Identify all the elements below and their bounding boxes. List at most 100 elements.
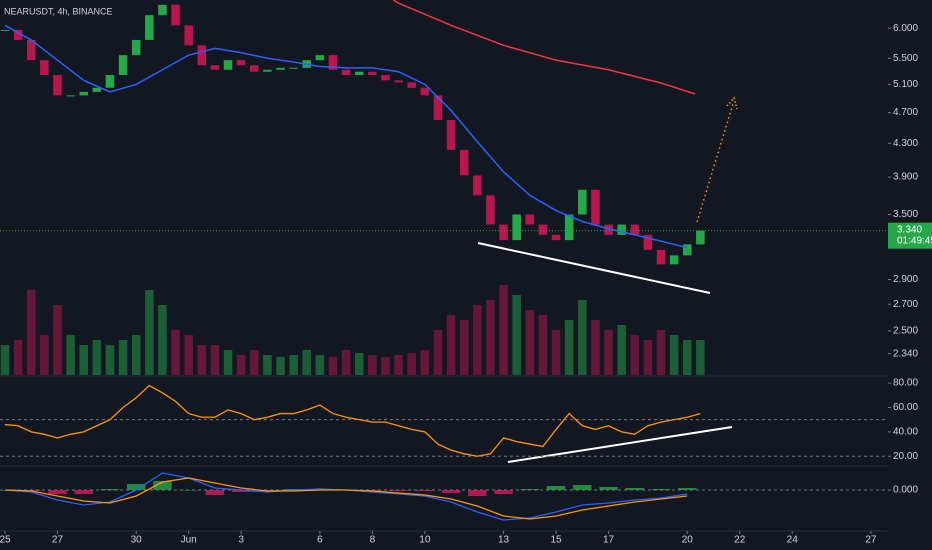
volume-bar [276, 357, 285, 375]
candle [263, 69, 272, 72]
volume-bar [499, 285, 508, 375]
moving-average [4, 24, 688, 249]
volume-bar [26, 290, 36, 375]
candle [617, 224, 626, 235]
candle [66, 95, 75, 97]
y-tick-label: 2.340 [893, 348, 918, 359]
rsi-line [4, 384, 701, 457]
volume-bar [118, 340, 128, 375]
candle [92, 87, 102, 92]
candle [473, 175, 482, 196]
volume-bar [538, 315, 548, 375]
arrow-head [726, 96, 738, 110]
volume-bar [512, 295, 521, 375]
histogram-bar [599, 487, 618, 490]
volume-bar [407, 353, 416, 375]
volume-bar [617, 325, 626, 375]
volume-bar [459, 320, 469, 375]
candle [158, 4, 167, 16]
candle [236, 60, 246, 66]
volume-bar [92, 340, 102, 375]
volume-bar [643, 340, 653, 375]
volume-bar [236, 355, 246, 375]
y-tick-label: 4.300 [893, 138, 918, 149]
volume-bar [158, 305, 167, 375]
moving-average [392, 0, 696, 95]
volume-bar [40, 335, 49, 375]
volume-bar [13, 340, 23, 375]
chart-title: NEARUSDT, 4h, BINANCE [4, 6, 113, 16]
y-tick-label: 3.900 [893, 172, 918, 183]
candle [656, 249, 666, 265]
histogram-bar [231, 490, 251, 492]
volume-bar [473, 305, 482, 375]
histogram-bar [415, 490, 435, 491]
histogram-bar [441, 490, 461, 493]
volume-bar [656, 330, 666, 375]
volume-bar [604, 330, 613, 375]
candle [381, 75, 390, 81]
volume-bar [145, 290, 154, 375]
histogram-bar [389, 490, 408, 491]
volume-bar [315, 355, 325, 375]
candle [223, 60, 233, 70]
candle [407, 82, 416, 88]
candle [525, 214, 535, 225]
histogram-bar [48, 490, 67, 494]
volume-bar [263, 355, 272, 375]
candle [13, 29, 23, 40]
y-tick-label: 5.500 [893, 53, 918, 64]
histogram-bar [546, 486, 566, 490]
volume-bar [591, 320, 600, 375]
x-tick-label: Jun [181, 535, 197, 546]
candle [197, 45, 207, 66]
y-tick-label: 20.00 [893, 451, 918, 462]
y-tick-label: 60.00 [893, 402, 918, 413]
volume-bar [486, 300, 495, 375]
volume-bar [184, 335, 193, 375]
volume-bar [341, 350, 351, 375]
y-tick-label: 2.900 [893, 274, 918, 285]
histogram-bar [651, 489, 671, 490]
histogram-bar [100, 489, 120, 490]
volume-bar [0, 345, 10, 375]
candle [551, 234, 561, 241]
candle [118, 55, 128, 76]
histogram-bar [127, 484, 146, 490]
volume-bar [682, 340, 692, 375]
candle [184, 25, 193, 46]
candle [499, 224, 508, 241]
candle [578, 189, 587, 215]
candle [289, 67, 298, 69]
volume-bar [328, 357, 338, 375]
candle [53, 75, 62, 96]
candle [538, 224, 548, 235]
candle [604, 224, 613, 235]
volume-bar [551, 330, 561, 375]
candle [630, 224, 640, 235]
candle [486, 195, 495, 225]
volume-bar [66, 335, 75, 375]
candle [354, 71, 364, 76]
x-tick-label: 20 [682, 535, 694, 546]
volume-bar [381, 357, 390, 375]
histogram-bar [205, 490, 225, 495]
candle [591, 189, 600, 225]
candle [145, 15, 154, 40]
candle [341, 69, 351, 76]
candle [105, 75, 115, 88]
candle [210, 65, 220, 70]
x-tick-label: 8 [370, 535, 376, 546]
volume-bar [131, 335, 141, 375]
volume-bar [210, 345, 220, 375]
volume-bar [197, 345, 207, 375]
volume-bar [302, 350, 312, 375]
candle [131, 39, 141, 56]
histogram-bar [179, 490, 198, 491]
x-tick-label: 6 [317, 535, 323, 546]
y-tick-label: 40.00 [893, 427, 918, 438]
volume-bar [171, 330, 180, 375]
candle [459, 149, 469, 176]
x-tick-label: 30 [131, 535, 143, 546]
candle [420, 87, 430, 96]
